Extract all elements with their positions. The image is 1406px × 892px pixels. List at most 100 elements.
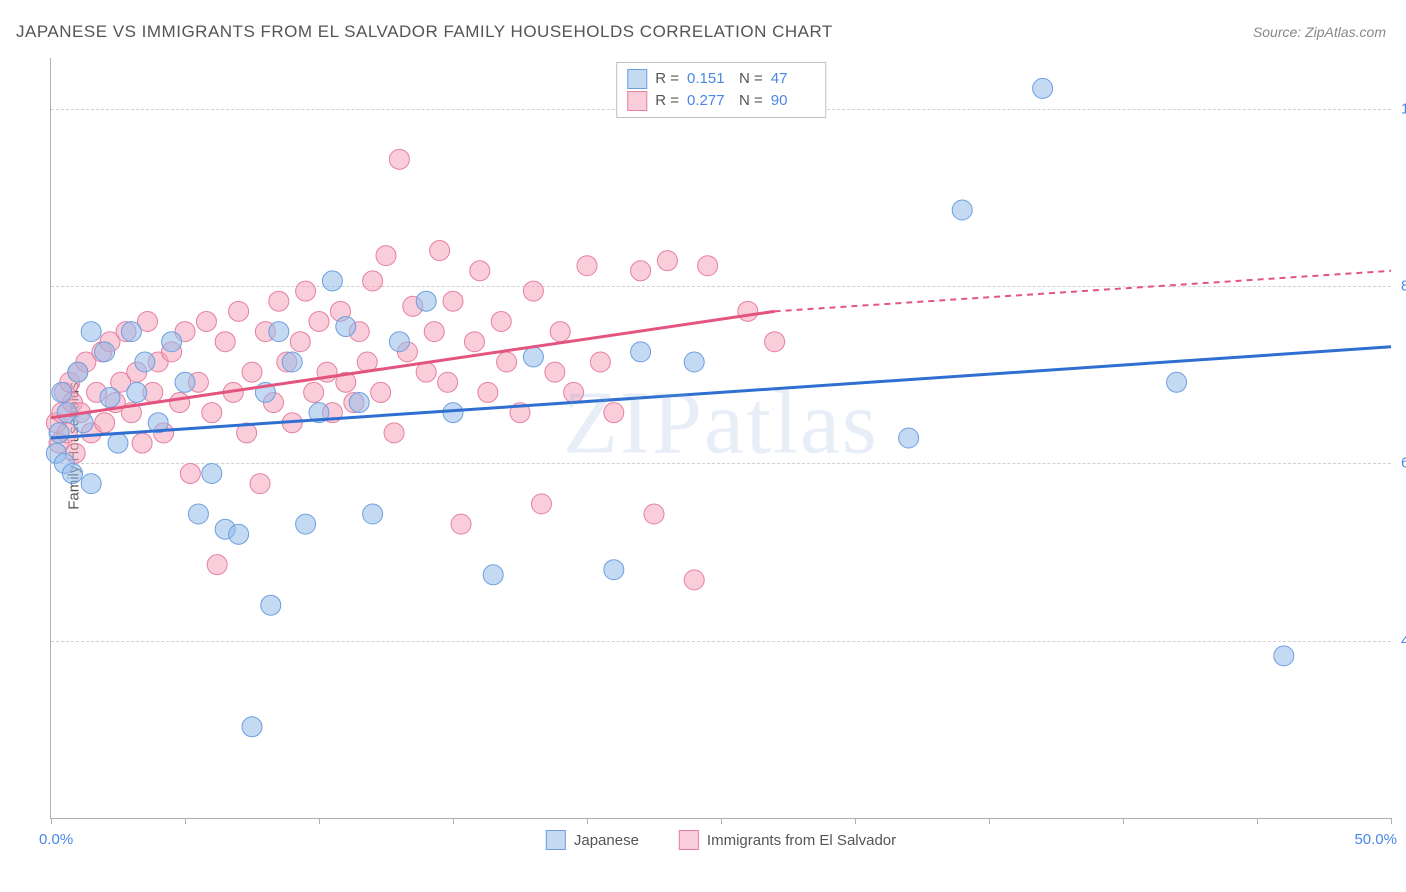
point-elsalvador <box>389 149 409 169</box>
swatch-japanese <box>627 69 647 89</box>
point-japanese <box>363 504 383 524</box>
point-elsalvador <box>491 311 511 331</box>
point-japanese <box>162 332 182 352</box>
point-elsalvador <box>424 322 444 342</box>
point-elsalvador <box>196 311 216 331</box>
n-label: N = <box>739 68 763 90</box>
point-elsalvador <box>229 301 249 321</box>
regression-line-elsalvador-extrapolated <box>775 271 1391 312</box>
point-japanese <box>269 322 289 342</box>
x-tick <box>587 818 588 824</box>
regression-line-japanese <box>51 347 1391 438</box>
legend-correlation-box: R = 0.151 N = 47 R = 0.277 N = 90 <box>616 62 826 118</box>
point-elsalvador <box>470 261 490 281</box>
point-japanese <box>261 595 281 615</box>
point-elsalvador <box>416 362 436 382</box>
source-attribution: Source: ZipAtlas.com <box>1253 24 1386 40</box>
swatch-japanese-bottom <box>546 830 566 850</box>
point-elsalvador <box>296 281 316 301</box>
point-japanese <box>135 352 155 372</box>
point-japanese <box>127 382 147 402</box>
point-japanese <box>242 717 262 737</box>
point-elsalvador <box>531 494 551 514</box>
point-elsalvador <box>657 251 677 271</box>
point-elsalvador <box>523 281 543 301</box>
point-elsalvador <box>132 433 152 453</box>
legend-row-japanese: R = 0.151 N = 47 <box>627 68 815 90</box>
x-tick-label-max: 50.0% <box>1354 831 1397 848</box>
x-tick <box>721 818 722 824</box>
chart-title: JAPANESE VS IMMIGRANTS FROM EL SALVADOR … <box>16 22 833 42</box>
point-elsalvador <box>269 291 289 311</box>
point-elsalvador <box>376 246 396 266</box>
n-label: N = <box>739 90 763 112</box>
point-elsalvador <box>202 403 222 423</box>
legend-row-elsalvador: R = 0.277 N = 90 <box>627 90 815 112</box>
point-elsalvador <box>242 362 262 382</box>
x-tick <box>989 818 990 824</box>
point-japanese <box>296 514 316 534</box>
r-value-japanese: 0.151 <box>687 68 731 90</box>
point-japanese <box>282 352 302 372</box>
legend-item-elsalvador: Immigrants from El Salvador <box>679 830 896 850</box>
n-value-elsalvador: 90 <box>771 90 815 112</box>
point-elsalvador <box>550 322 570 342</box>
r-value-elsalvador: 0.277 <box>687 90 731 112</box>
point-elsalvador <box>545 362 565 382</box>
legend-label-japanese: Japanese <box>574 832 639 849</box>
point-elsalvador <box>497 352 517 372</box>
legend-item-japanese: Japanese <box>546 830 639 850</box>
point-elsalvador <box>95 413 115 433</box>
point-japanese <box>175 372 195 392</box>
point-elsalvador <box>604 403 624 423</box>
point-japanese <box>1033 78 1053 98</box>
x-tick <box>1123 818 1124 824</box>
point-japanese <box>62 463 82 483</box>
y-tick-label: 82.5% <box>1401 278 1406 295</box>
point-elsalvador <box>464 332 484 352</box>
point-elsalvador <box>215 332 235 352</box>
point-elsalvador <box>430 241 450 261</box>
point-elsalvador <box>644 504 664 524</box>
point-elsalvador <box>631 261 651 281</box>
point-japanese <box>202 463 222 483</box>
scatter-svg <box>51 58 1391 818</box>
point-japanese <box>1274 646 1294 666</box>
point-japanese <box>229 524 249 544</box>
point-elsalvador <box>478 382 498 402</box>
point-japanese <box>322 271 342 291</box>
x-tick <box>185 818 186 824</box>
point-elsalvador <box>384 423 404 443</box>
y-tick-label: 100.0% <box>1401 100 1406 117</box>
point-japanese <box>108 433 128 453</box>
point-japanese <box>483 565 503 585</box>
point-elsalvador <box>564 382 584 402</box>
point-japanese <box>1167 372 1187 392</box>
x-tick <box>1391 818 1392 824</box>
point-japanese <box>349 393 369 413</box>
x-tick <box>51 818 52 824</box>
x-tick-label-min: 0.0% <box>39 831 73 848</box>
point-elsalvador <box>371 382 391 402</box>
point-elsalvador <box>180 463 200 483</box>
point-elsalvador <box>250 474 270 494</box>
point-elsalvador <box>577 256 597 276</box>
y-tick-label: 65.0% <box>1401 455 1406 472</box>
point-japanese <box>52 382 72 402</box>
point-japanese <box>121 322 141 342</box>
x-tick <box>453 818 454 824</box>
point-elsalvador <box>304 382 324 402</box>
point-japanese <box>389 332 409 352</box>
point-japanese <box>188 504 208 524</box>
point-japanese <box>68 362 88 382</box>
legend-label-elsalvador: Immigrants from El Salvador <box>707 832 896 849</box>
x-tick <box>1257 818 1258 824</box>
point-elsalvador <box>170 393 190 413</box>
point-japanese <box>684 352 704 372</box>
n-value-japanese: 47 <box>771 68 815 90</box>
r-label: R = <box>655 90 679 112</box>
point-elsalvador <box>738 301 758 321</box>
r-label: R = <box>655 68 679 90</box>
point-japanese <box>100 387 120 407</box>
point-elsalvador <box>443 291 463 311</box>
